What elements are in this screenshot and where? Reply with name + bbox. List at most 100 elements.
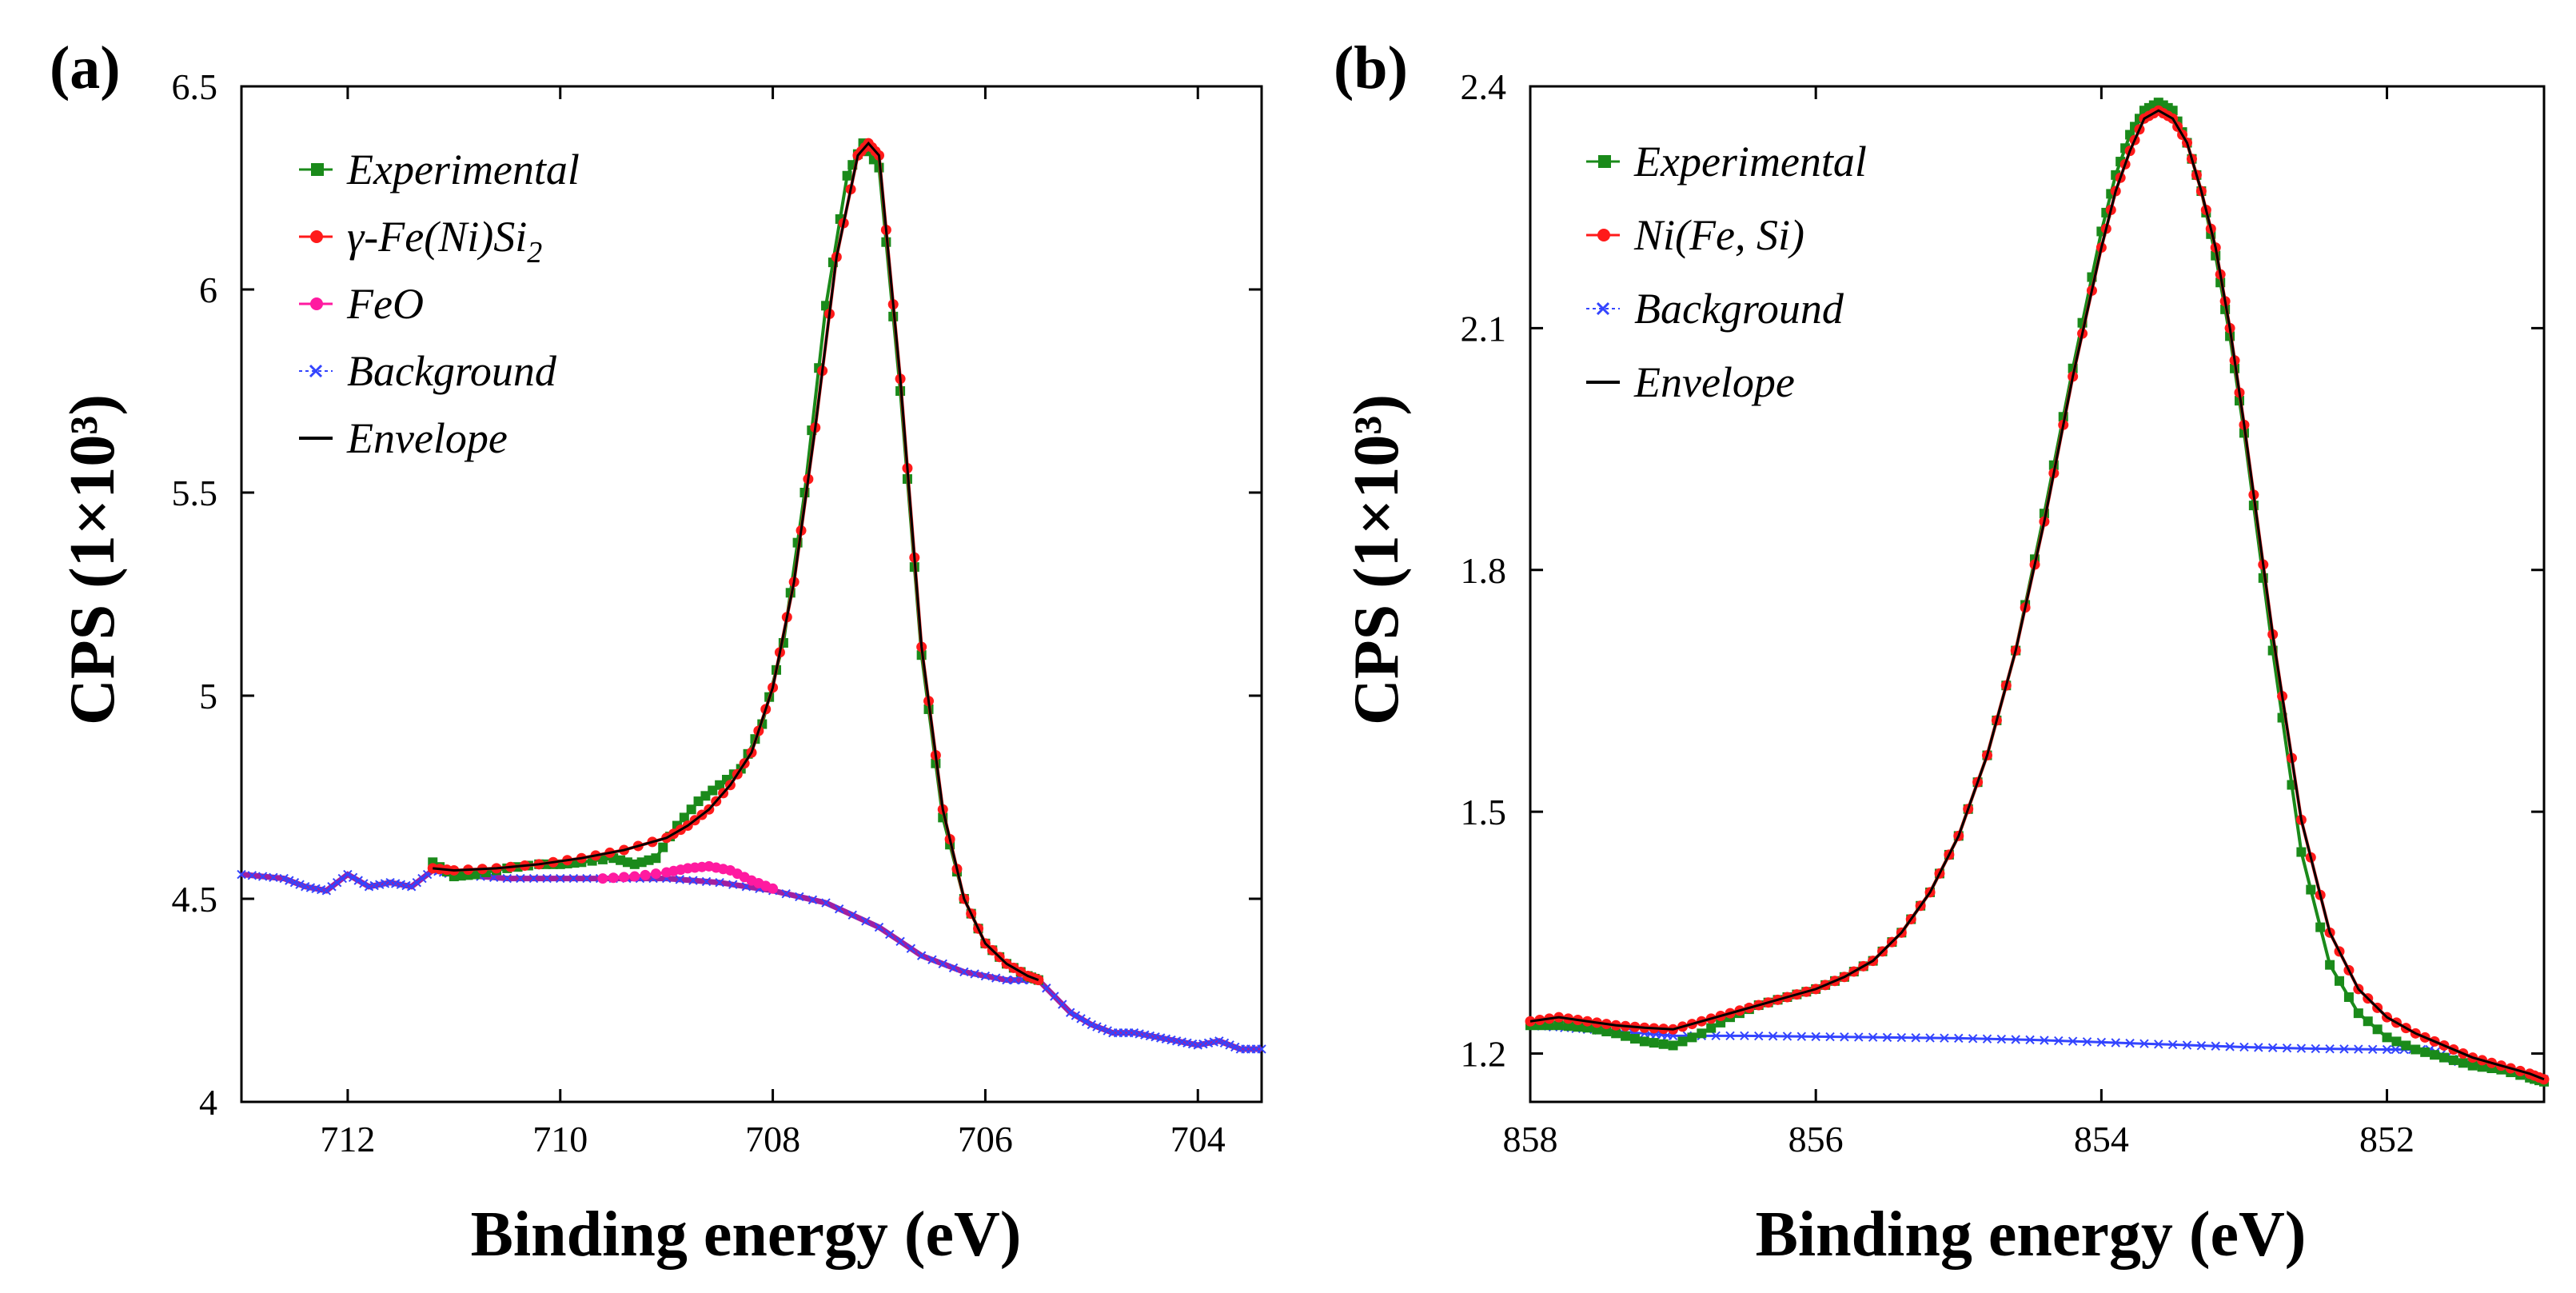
background-point [1219, 1038, 1230, 1048]
experimental-point [1611, 1028, 1621, 1039]
x-tick-label: 856 [1788, 1119, 1844, 1159]
experimental-point [2391, 1036, 2402, 1047]
background-point [1087, 1020, 1097, 1030]
experimental-point [1621, 1031, 1631, 1041]
background-point [1811, 1032, 1820, 1042]
background-point [1042, 984, 1051, 993]
background-point [970, 969, 979, 979]
experimental-point [2325, 960, 2335, 970]
feo-point [768, 883, 779, 894]
background-point [2040, 1036, 2049, 1045]
legend-label: Envelope [346, 414, 508, 462]
experimental-point [2467, 1060, 2478, 1071]
experimental-point [2448, 1055, 2458, 1065]
background-point [885, 929, 895, 940]
series-component [427, 138, 1044, 986]
background-point [285, 876, 294, 885]
background-point [279, 873, 289, 884]
background-point [1768, 1032, 1778, 1041]
panel-a-label: (a) [50, 34, 121, 102]
legend-item-background: Background [299, 347, 557, 395]
background-point [237, 869, 246, 880]
background-point [321, 886, 332, 896]
background-point [1840, 1032, 1849, 1042]
panel-b-plot-frame [1529, 85, 2546, 1103]
background-point [343, 869, 353, 880]
background-point [1968, 1034, 1978, 1044]
background-point [728, 880, 738, 889]
x-tick-label: 858 [1503, 1119, 1558, 1159]
legend-item-envelope: Envelope [299, 414, 508, 462]
background-point [2154, 1040, 2163, 1049]
panel-a-ticks: 712 710 708 706 704 4 4.5 5 5.5 6 6.5 [172, 66, 1262, 1159]
legend-label: Background [1634, 285, 1844, 333]
background-point [1925, 1033, 1935, 1043]
background-point [2282, 1043, 2292, 1053]
y-tick-label: 6 [199, 269, 217, 310]
background-point [582, 873, 592, 884]
experimental-point [686, 804, 696, 815]
legend-marker [311, 163, 324, 176]
background-point [2391, 1044, 2400, 1055]
experimental-point [1601, 1026, 1612, 1036]
panel-a-y-axis-label: CPS (1×10³) [58, 394, 128, 725]
background-point [568, 873, 579, 884]
background-point [906, 944, 916, 953]
background-point [1711, 1031, 1721, 1041]
experimental-point [1687, 1032, 1697, 1043]
experimental-point [470, 869, 481, 880]
background-point [861, 916, 871, 926]
legend-marker [1598, 155, 1611, 168]
legend-item-feo: FeO [299, 280, 424, 328]
background-point [1066, 1008, 1075, 1017]
background-point [675, 875, 684, 884]
background-point [406, 882, 417, 892]
background-point [959, 967, 969, 977]
y-tick-label: 6.5 [172, 66, 218, 107]
y-tick-label: 1.8 [1461, 550, 1507, 591]
panel-b-x-axis-label: Binding energy (eV) [1756, 1199, 2307, 1270]
background-point [2111, 1038, 2120, 1048]
experimental-line [432, 140, 1039, 982]
envelope-line [1529, 109, 2545, 1081]
x-tick-label: 852 [2359, 1119, 2415, 1159]
feo-point [608, 872, 619, 884]
x-tick-label: 704 [1170, 1119, 1226, 1159]
background-point [1071, 1011, 1081, 1020]
experimental-point [2420, 1047, 2430, 1057]
panel-a: (a) CPS (1×10³) Binding energy (eV) 712 7… [50, 34, 1266, 1270]
background-point [2225, 1042, 2235, 1052]
experimental-point [2458, 1058, 2468, 1068]
feo-point [640, 869, 651, 880]
experimental-point [2363, 1016, 2373, 1027]
series-background [237, 865, 1266, 1054]
series-experimental [428, 138, 1043, 985]
feo-point [629, 871, 640, 882]
feo-point [619, 872, 629, 883]
background-point [1854, 1032, 1864, 1042]
legend-label: Experimental [1633, 138, 1867, 186]
component-line [433, 141, 1039, 982]
background-point [348, 872, 358, 883]
panel-b-legend: Experimental Ni(Fe, Si) Background Envelope [1586, 138, 1867, 406]
experimental-point [1563, 1021, 1573, 1032]
background-point [257, 872, 268, 881]
experimental-point [1649, 1038, 1659, 1048]
background-point [2196, 1040, 2207, 1051]
legend-marker [310, 230, 323, 243]
background-point [1103, 1026, 1112, 1036]
x-tick-label: 712 [320, 1119, 375, 1159]
background-point [1740, 1031, 1749, 1041]
legend-item-component: Ni(Fe, Si) [1586, 211, 1804, 259]
background-point [1825, 1032, 1835, 1042]
x-tick-label: 706 [958, 1119, 1013, 1159]
background-point [715, 877, 724, 888]
panel-a-series [237, 138, 1266, 1054]
background-point [2354, 1044, 2363, 1054]
background-point [2025, 1035, 2035, 1045]
experimental-point [1629, 1034, 1640, 1044]
background-point [821, 898, 831, 908]
background-point [2325, 1044, 2335, 1054]
experimental-point [1639, 1036, 1649, 1047]
